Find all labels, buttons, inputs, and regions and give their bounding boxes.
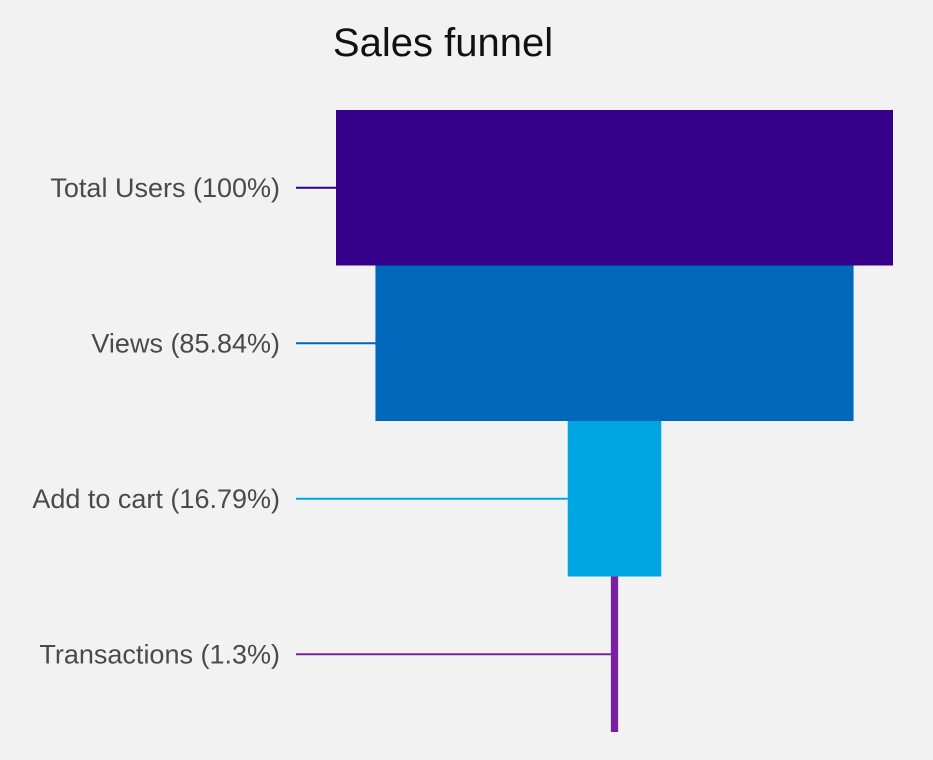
funnel-bars <box>336 110 893 732</box>
stage-labels: Total Users (100%) Views (85.84%) Add to c… <box>32 173 280 670</box>
stage-label-views: Views (85.84%) <box>91 328 280 358</box>
funnel-bar-total-users[interactable] <box>336 110 893 266</box>
stage-label-total-users: Total Users (100%) <box>50 173 280 203</box>
funnel-bar-transactions[interactable] <box>610 576 619 733</box>
stage-label-add-to-cart: Add to cart (16.79%) <box>32 484 280 514</box>
connector-lines <box>296 186 611 656</box>
funnel-bar-add-to-cart[interactable] <box>567 421 662 577</box>
funnel-bar-views[interactable] <box>375 265 854 422</box>
chart-title: Sales funnel <box>333 21 553 65</box>
stage-label-transactions: Transactions (1.3%) <box>39 639 280 669</box>
